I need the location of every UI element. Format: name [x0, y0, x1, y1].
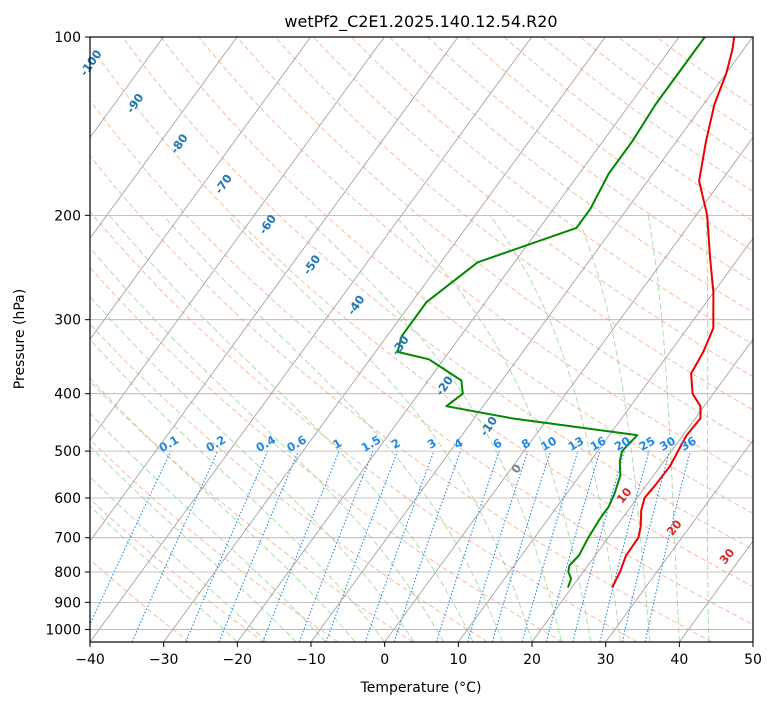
mixing-ratio-line: [521, 450, 579, 642]
moist-adiabat-line: [90, 445, 297, 642]
mixing-ratio-line: [298, 450, 374, 642]
dry-adiabat-line: [90, 266, 563, 642]
mixing-ratio-line: [545, 450, 601, 642]
plot-frame: [89, 36, 754, 643]
mixing-ratio-label: 30: [657, 434, 678, 454]
mixing-ratio-line: [218, 450, 300, 642]
moist-adiabat-line: [90, 338, 386, 642]
y-tick-label: 1000: [45, 622, 81, 638]
y-tick-label: 800: [54, 565, 81, 581]
mixing-ratio-label: 20: [612, 434, 633, 454]
x-tick-label: 30: [597, 652, 615, 668]
isotherm-line: [90, 37, 238, 240]
mixing-ratio-line: [599, 450, 650, 642]
mixing-ratio-label: 25: [637, 434, 658, 454]
temperature-profile-line: [611, 37, 736, 589]
y-tick-label: 700: [54, 531, 81, 547]
y-axis-label: Pressure (hPa): [12, 289, 28, 389]
moist-adiabat-line: [227, 214, 533, 642]
mixing-ratio-line: [621, 450, 671, 642]
mixing-ratio-line: [185, 450, 269, 642]
mixing-ratio-line: [90, 450, 172, 626]
x-tick-label: −40: [75, 652, 105, 668]
moist-adiabat-line: [90, 246, 445, 642]
dry-adiabat-line: [90, 44, 753, 588]
x-tick-label: 20: [523, 652, 541, 668]
dry-adiabat-line: [90, 154, 712, 642]
isotherm-line: [90, 37, 532, 642]
mixing-ratio-label: 16: [588, 434, 609, 454]
plot-content: [90, 37, 753, 642]
y-axis-ticks: 100 200 300 400 500 600 700 800 900 1000: [45, 30, 90, 638]
dry-adiabat-line: [90, 498, 264, 642]
x-tick-label: 10: [449, 652, 467, 668]
dry-adiabats: [90, 37, 753, 642]
sounding-lines: [396, 37, 736, 589]
moist-adiabat-line: [162, 214, 503, 642]
isotherm-line: [90, 37, 385, 441]
dry-adiabat-line: [90, 99, 753, 626]
isotherm-line: [163, 37, 606, 642]
isotherm-line: [237, 37, 680, 642]
x-tick-label: 50: [744, 652, 762, 668]
moist-adiabat-line: [109, 214, 474, 642]
isotherm-line: [310, 37, 753, 642]
isotherm-line: [90, 37, 311, 340]
mixing-ratio-line: [644, 450, 691, 642]
dry-adiabat-line: [427, 37, 753, 283]
dry-adiabat-line: [503, 37, 753, 222]
mixing-ratio-line: [572, 450, 625, 642]
dry-adiabat-line: [236, 37, 753, 445]
mixing-ratio-line: [393, 450, 462, 642]
mixing-ratio-label: 10: [538, 434, 559, 454]
dry-adiabat-line: [90, 323, 488, 642]
moist-adiabat-line: [90, 295, 415, 642]
dry-adiabat-line: [312, 37, 753, 378]
moist-adiabat-line: [705, 215, 710, 642]
dry-adiabat-line: [579, 37, 753, 164]
x-tick-label: −10: [296, 652, 326, 668]
mixing-ratio-label: 13: [566, 434, 587, 454]
dry-adiabat-line: [90, 210, 638, 642]
dry-adiabat-line: [160, 37, 753, 514]
moist-adiabat-line: [90, 476, 268, 642]
isotherms: [90, 37, 753, 642]
y-tick-label: 200: [54, 208, 81, 224]
x-tick-label: −20: [223, 652, 253, 668]
y-tick-label: 300: [54, 313, 81, 329]
isotherm-line: [605, 439, 753, 642]
dry-adiabat-line: [350, 37, 753, 345]
mixing-ratio-line: [364, 450, 435, 642]
moist-adiabat-label: 40: [771, 571, 775, 592]
isotherm-line: [90, 37, 459, 542]
x-tick-label: −30: [149, 652, 179, 668]
mixing-ratio-lines: [90, 450, 691, 642]
x-tick-label: 0: [380, 652, 389, 668]
mixing-ratio-label: 36: [678, 434, 699, 454]
mixing-ratio-line: [262, 450, 340, 642]
mixing-ratio-line: [325, 450, 399, 642]
y-tick-label: 600: [54, 491, 81, 507]
y-tick-label: 400: [54, 387, 81, 403]
plot-area: [90, 37, 753, 642]
dry-adiabat-line: [274, 37, 753, 411]
dry-adiabat-line: [122, 37, 753, 551]
y-tick-label: 500: [54, 444, 81, 460]
moist-adiabat-line: [647, 215, 680, 642]
x-axis-label: Temperature (°C): [360, 680, 482, 696]
moist-adiabat-line: [393, 214, 592, 642]
isotherm-line: [458, 237, 753, 642]
y-tick-label: 100: [54, 30, 81, 46]
chart-title: wetPf2_C2E1.2025.140.12.54.R20: [284, 12, 557, 32]
x-tick-label: 40: [670, 652, 688, 668]
x-axis-ticks: −40 −30 −20 −10 0 10 20 30 40 50: [75, 642, 762, 668]
dry-adiabat-line: [90, 438, 339, 642]
y-tick-label: 900: [54, 595, 81, 611]
moist-adiabat-line: [90, 412, 327, 642]
pressure-gridlines: [90, 37, 753, 630]
dewpoint-profile-line: [396, 37, 706, 588]
